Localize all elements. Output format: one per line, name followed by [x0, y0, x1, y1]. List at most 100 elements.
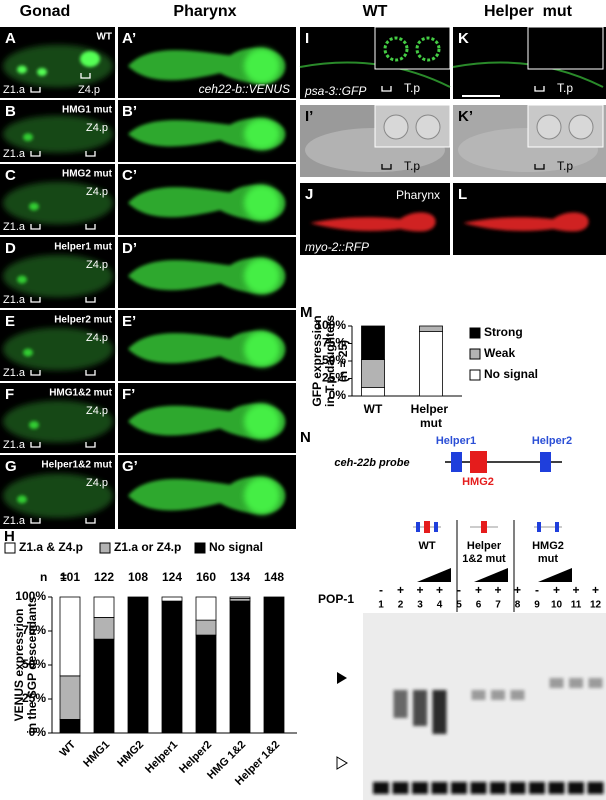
- panel-letter: B’: [122, 103, 137, 120]
- n-value: 122: [94, 570, 114, 584]
- lane-number: 11: [571, 600, 582, 611]
- n-value: 148: [264, 570, 284, 584]
- gonad-glow: [3, 473, 113, 518]
- legend-label: No signal: [484, 367, 538, 381]
- bar-segment: [161, 600, 183, 734]
- cell-label: Z1.a: [3, 84, 26, 96]
- legend-label: Strong: [484, 325, 523, 339]
- bar-segment: [195, 596, 217, 621]
- probe-label: ceh-22b probe: [334, 457, 409, 469]
- cell-label: Z4.p: [86, 405, 108, 417]
- genotype: Helper1 mut: [54, 242, 112, 253]
- lane-sign: -: [379, 583, 383, 597]
- pharynx-bulb: [244, 185, 280, 221]
- label: Pharynx: [396, 188, 440, 202]
- bracket: [85, 224, 96, 230]
- bar-segment: [361, 325, 385, 360]
- bar-segment: [419, 331, 443, 397]
- y-tick-label: 25%: [322, 371, 346, 385]
- lane-sign: +: [572, 583, 579, 597]
- cell-label: Z4.p: [86, 477, 108, 489]
- lane-number: 9: [534, 600, 540, 611]
- pharynx-bulb: [244, 404, 280, 439]
- panel-letter: A’: [122, 30, 136, 47]
- site: [537, 522, 541, 532]
- cell-label: Z4.p: [78, 84, 100, 96]
- gonad-glow: [3, 115, 113, 153]
- n-value: 160: [196, 570, 216, 584]
- bar-segment: [127, 596, 149, 734]
- pharynx-signal: [128, 118, 286, 150]
- bar-segment: [229, 597, 251, 602]
- x-tick-label: Helper mut: [411, 402, 452, 430]
- lane-number: 10: [551, 600, 563, 611]
- shift-band: [510, 690, 525, 700]
- cell-label: Z1.a: [3, 294, 26, 306]
- free-probe: [470, 782, 487, 794]
- reporter: psa-3::GFP: [304, 84, 366, 98]
- n-value: 108: [128, 570, 148, 584]
- lane-number: 2: [398, 600, 404, 611]
- bracket: [30, 151, 41, 157]
- bar-segment: [93, 638, 115, 734]
- genotype: Helper1&2 mut: [41, 460, 112, 471]
- legend-swatch: [469, 327, 481, 339]
- free-probe: [373, 782, 389, 794]
- x-tick-label: HMG2: [115, 739, 146, 770]
- bracket: [30, 224, 41, 230]
- genotype: HMG1&2 mut: [49, 388, 112, 399]
- gonad-glow: [3, 400, 113, 443]
- cell-label: Z4.p: [86, 186, 108, 198]
- genotype: WT: [96, 32, 112, 43]
- pharynx-signal: [128, 258, 286, 294]
- group-label: mut: [538, 553, 559, 565]
- pharynx-bulb: [244, 477, 280, 515]
- y-tick-label: 75%: [22, 623, 46, 637]
- cell-label: T.p: [404, 81, 420, 95]
- panel-letter: A: [5, 30, 16, 47]
- pharynx-bulb: [244, 48, 280, 84]
- panel-letter: L: [458, 186, 467, 203]
- bracket: [30, 297, 41, 303]
- bar-segment: [195, 634, 217, 734]
- legend-swatch: [194, 542, 206, 554]
- cell-label: Z4.p: [86, 332, 108, 344]
- lane-sign: +: [592, 583, 599, 597]
- bracket: [85, 297, 96, 303]
- reagent-label: POP-1: [318, 592, 354, 606]
- cell-label: T.p: [557, 81, 573, 95]
- wedge: [474, 568, 508, 582]
- panel-letter: H: [4, 528, 15, 545]
- lane-number: 4: [437, 600, 443, 611]
- free-probe: [529, 782, 545, 794]
- panel-letter: F: [5, 386, 14, 403]
- bar-segment: [419, 325, 443, 332]
- legend-label: Z1.a or Z4.p: [114, 540, 181, 554]
- panel-letter: M: [300, 304, 313, 321]
- group-label: 1&2 mut: [462, 553, 506, 565]
- bar-segment: [361, 387, 385, 397]
- panel-letter: E: [5, 313, 15, 330]
- rfp-signal: [310, 212, 436, 232]
- free-probe: [412, 782, 428, 794]
- cell-signal: [37, 68, 47, 76]
- panel-letter: K: [458, 30, 469, 47]
- bar-segment: [93, 596, 115, 618]
- panel-letter: K’: [458, 108, 473, 125]
- cell-label: Z1.a: [3, 221, 26, 233]
- lane-number: 12: [590, 600, 602, 611]
- shift-band: [471, 690, 486, 700]
- n-label: n: [40, 570, 47, 584]
- free-probe: [431, 782, 448, 794]
- cell-label: T.p: [404, 159, 420, 173]
- free-probe: [392, 782, 409, 794]
- pharynx-bulb: [244, 118, 280, 150]
- bar-segment: [195, 619, 217, 636]
- legend-swatch: [469, 348, 481, 360]
- genotype: Helper2 mut: [54, 315, 112, 326]
- cell-label: Z1.a: [3, 367, 26, 379]
- site: [481, 521, 487, 533]
- bracket: [85, 518, 96, 524]
- panel-letter: J: [305, 186, 313, 203]
- cell-label: Z1.a: [3, 515, 26, 527]
